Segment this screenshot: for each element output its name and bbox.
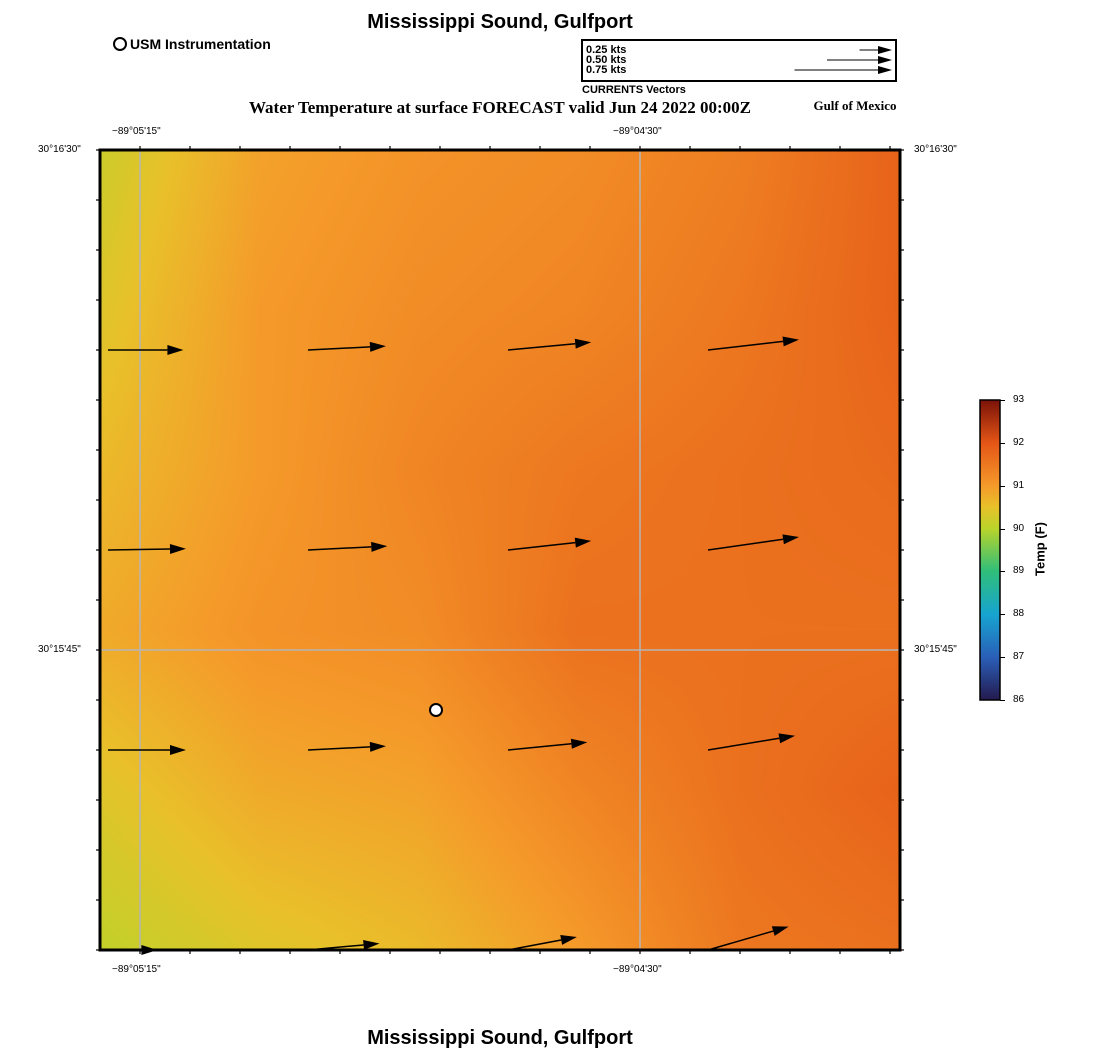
temperature-field (100, 150, 900, 950)
current-vector-r2-c3 (707, 534, 799, 551)
station-marker (429, 703, 443, 717)
vector-legend-label-3: 0.75 kts (586, 64, 627, 76)
colorbar-tick-mark (1000, 657, 1005, 659)
vector-legend-arrow-3 (794, 66, 892, 74)
current-vector-r1-c0 (108, 345, 184, 355)
colorbar (979, 399, 1001, 701)
vector-legend-caption: CURRENTS Vectors (582, 84, 686, 96)
vector-legend-label-1: 0.25 kts (586, 44, 627, 56)
vector-legend-arrows (794, 46, 892, 74)
colorbar-tick-mark (1000, 442, 1005, 444)
colorbar-tick-label: 88 (1013, 608, 1025, 620)
lat-tick-right-2: 30°15'45" (914, 644, 957, 655)
footer-title: Mississippi Sound, Gulfport (367, 1027, 633, 1049)
temperature-map (96, 146, 904, 955)
region-label: Gulf of Mexico (813, 98, 897, 113)
colorbar-tick-mark (1000, 700, 1005, 701)
colorbar-tick-mark (1000, 485, 1005, 487)
current-vector-r2-c2 (507, 537, 592, 551)
current-vector-r1-c1 (307, 341, 386, 352)
lon-tick-bottom-2: −89°04'30" (613, 964, 662, 975)
vector-legend-label-2: 0.50 kts (586, 54, 627, 66)
station-legend-label: USM Instrumentation (130, 36, 271, 52)
colorbar-tick-label: 86 (1013, 694, 1025, 705)
current-vector-r4-c3 (707, 926, 789, 951)
colorbar-tick-label: 93 (1013, 394, 1025, 405)
colorbar-tick-label: 90 (1013, 522, 1025, 534)
current-vector-r4-c2 (507, 935, 577, 951)
lon-tick-bottom-1: −89°05'15" (112, 964, 161, 975)
current-vector-r4-c0 (108, 945, 158, 955)
colorbar-tick-mark (1000, 571, 1005, 573)
vector-legend: 0.25 kts 0.50 kts 0.75 kts (581, 39, 897, 82)
current-vector-r3-c0 (108, 745, 186, 755)
colorbar-tick-mark (1000, 400, 1005, 401)
current-vector-r3-c2 (507, 738, 588, 751)
current-vector-r2-c0 (107, 543, 186, 554)
station-marker-icon (113, 37, 127, 51)
current-vector-r2-c1 (307, 541, 388, 552)
colorbar-tick-label: 91 (1013, 479, 1025, 491)
colorbar-tick-label: 87 (1013, 651, 1025, 663)
colorbar-tick-label: 92 (1013, 436, 1025, 448)
colorbar-tick-mark (1000, 528, 1005, 530)
current-vector-r3-c3 (707, 733, 796, 751)
page-title: Mississippi Sound, Gulfport (367, 11, 633, 33)
map-subtitle: Water Temperature at surface FORECAST va… (249, 98, 751, 117)
vector-legend-arrow-2 (827, 56, 892, 64)
lon-tick-top-2: −89°04'30" (613, 126, 662, 137)
colorbar-title: Temp (F) (1032, 522, 1048, 576)
colorbar-tick-label: 89 (1013, 565, 1025, 577)
map-overlay (96, 146, 904, 955)
vector-legend-arrow-1 (859, 46, 892, 54)
lat-tick-left-2: 30°15'45" (38, 644, 81, 655)
station-legend: USM Instrumentation (113, 36, 271, 52)
lat-tick-right-1: 30°16'30" (914, 144, 957, 155)
current-vector-r1-c2 (507, 338, 592, 351)
colorbar-bar (979, 399, 1001, 701)
map-frame (98, 148, 902, 952)
current-vector-r1-c3 (707, 336, 799, 351)
colorbar-tick-mark (1000, 614, 1005, 616)
colorbar-gradient (979, 399, 1001, 701)
current-vector-r3-c1 (307, 741, 386, 752)
lat-tick-left-1: 30°16'30" (38, 144, 81, 155)
lon-tick-top-1: −89°05'15" (112, 126, 161, 137)
colorbar-ticks: 93 92 91 90 89 88 87 86 (1000, 394, 1043, 705)
current-vector-r4-c1 (307, 939, 380, 951)
